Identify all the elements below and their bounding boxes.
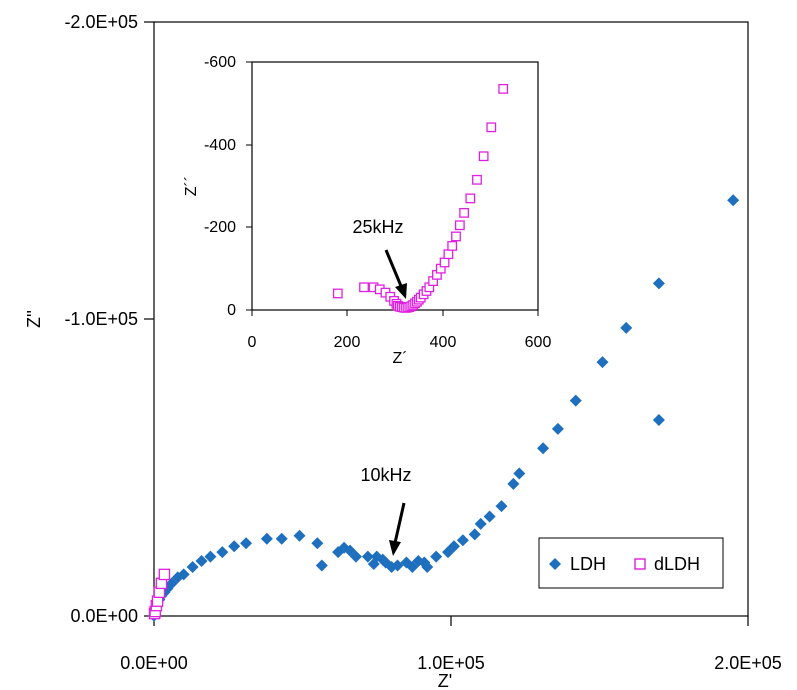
inset-point-dldh-29 [447,241,458,251]
inset-point-dldh-36 [486,122,497,133]
main-point-ldh-47 [513,467,526,480]
main-x-axis-label: Z' [438,671,452,690]
main-annotation-arrow [389,502,406,556]
main-annotation-label: 10kHz [360,465,411,485]
inset-point-dldh-33 [465,193,476,204]
main-point-ldh-17 [260,532,273,545]
inset-plot-points [332,83,509,313]
inset-point-dldh-37 [498,83,509,94]
legend: LDH dLDH [538,537,724,589]
main-point-ldh-48 [537,442,550,455]
inset-point-dldh-0 [332,288,343,299]
main-point-ldh-15 [228,540,241,553]
main-point-ldh-16 [240,537,253,550]
main-point-ldh-20 [311,537,324,550]
inset-x-tick-label: 600 [525,334,552,351]
main-point-ldh-40 [447,540,460,553]
main-y-tick-label: 0.0E+00 [70,606,138,626]
inset-point-dldh-32 [459,207,470,218]
inset-y-tick-label: 0 [227,302,236,319]
legend-marker-ldh [549,558,561,570]
main-point-ldh-51 [596,356,609,369]
main-point-ldh-19 [293,529,306,542]
main-point-ldh-12 [195,555,208,568]
legend-box [538,537,724,589]
inset-point-dldh-27 [439,257,450,268]
inset-y-axis-label: Z´´ [183,176,200,196]
inset-annotation-arrow [384,249,407,299]
legend-label-dldh: dLDH [654,554,700,574]
main-point-ldh-44 [483,510,496,523]
inset-annotation-label: 25kHz [352,217,403,237]
main-point-ldh-45 [495,500,508,513]
main-point-ldh-13 [204,550,217,563]
inset-y-tick-label: -200 [204,219,236,236]
main-point-ldh-38 [430,550,443,563]
inset-x-tick-label: 200 [334,334,361,351]
main-point-ldh-43 [474,517,487,530]
inset-point-dldh-34 [472,174,482,185]
legend-marker-dldh [634,558,646,570]
main-point-ldh-53 [652,413,665,426]
main-point-ldh-26 [361,550,374,563]
main-point-ldh-46 [507,477,520,490]
inset-point-dldh-30 [451,231,461,242]
main-point-ldh-21 [315,559,328,572]
inset-y-tick-label: -400 [204,137,236,154]
main-point-ldh-50 [569,394,582,407]
main-x-tick-label: 1.0E+05 [417,653,485,673]
main-point-ldh-10 [177,568,190,581]
main-point-ldh-41 [456,534,469,547]
main-x-tick-label: 0.0E+00 [120,653,188,673]
inset-ticks [246,61,539,316]
main-plot-points [148,194,740,622]
inset-point-dldh-35 [478,151,489,162]
legend-label-ldh: LDH [570,554,606,574]
main-point-ldh-14 [216,546,229,559]
inset-point-dldh-28 [443,249,454,260]
inset-x-tick-label: 0 [248,334,257,351]
main-point-ldh-11 [186,560,199,573]
main-point-ldh-54 [652,277,665,290]
main-point-ldh-37 [421,560,434,573]
inset-x-tick-label: 400 [430,334,457,351]
main-point-ldh-55 [727,194,740,207]
main-y-tick-label: -1.0E+05 [64,309,138,329]
inset-point-dldh-31 [454,220,465,231]
main-point-ldh-18 [275,532,288,545]
main-point-ldh-49 [551,422,564,435]
main-point-ldh-25 [349,550,362,563]
main-point-ldh-42 [468,528,481,541]
main-y-tick-label: -2.0E+05 [64,12,138,32]
main-point-ldh-52 [620,321,633,334]
inset-x-axis-label: Z´ [392,350,407,367]
inset-point-dldh-1 [359,282,369,293]
inset-y-tick-label: -600 [204,54,236,71]
main-point-dldh-6 [158,568,171,581]
main-y-axis-label: Z'' [24,310,44,328]
main-x-tick-label: 2.0E+05 [714,653,782,673]
